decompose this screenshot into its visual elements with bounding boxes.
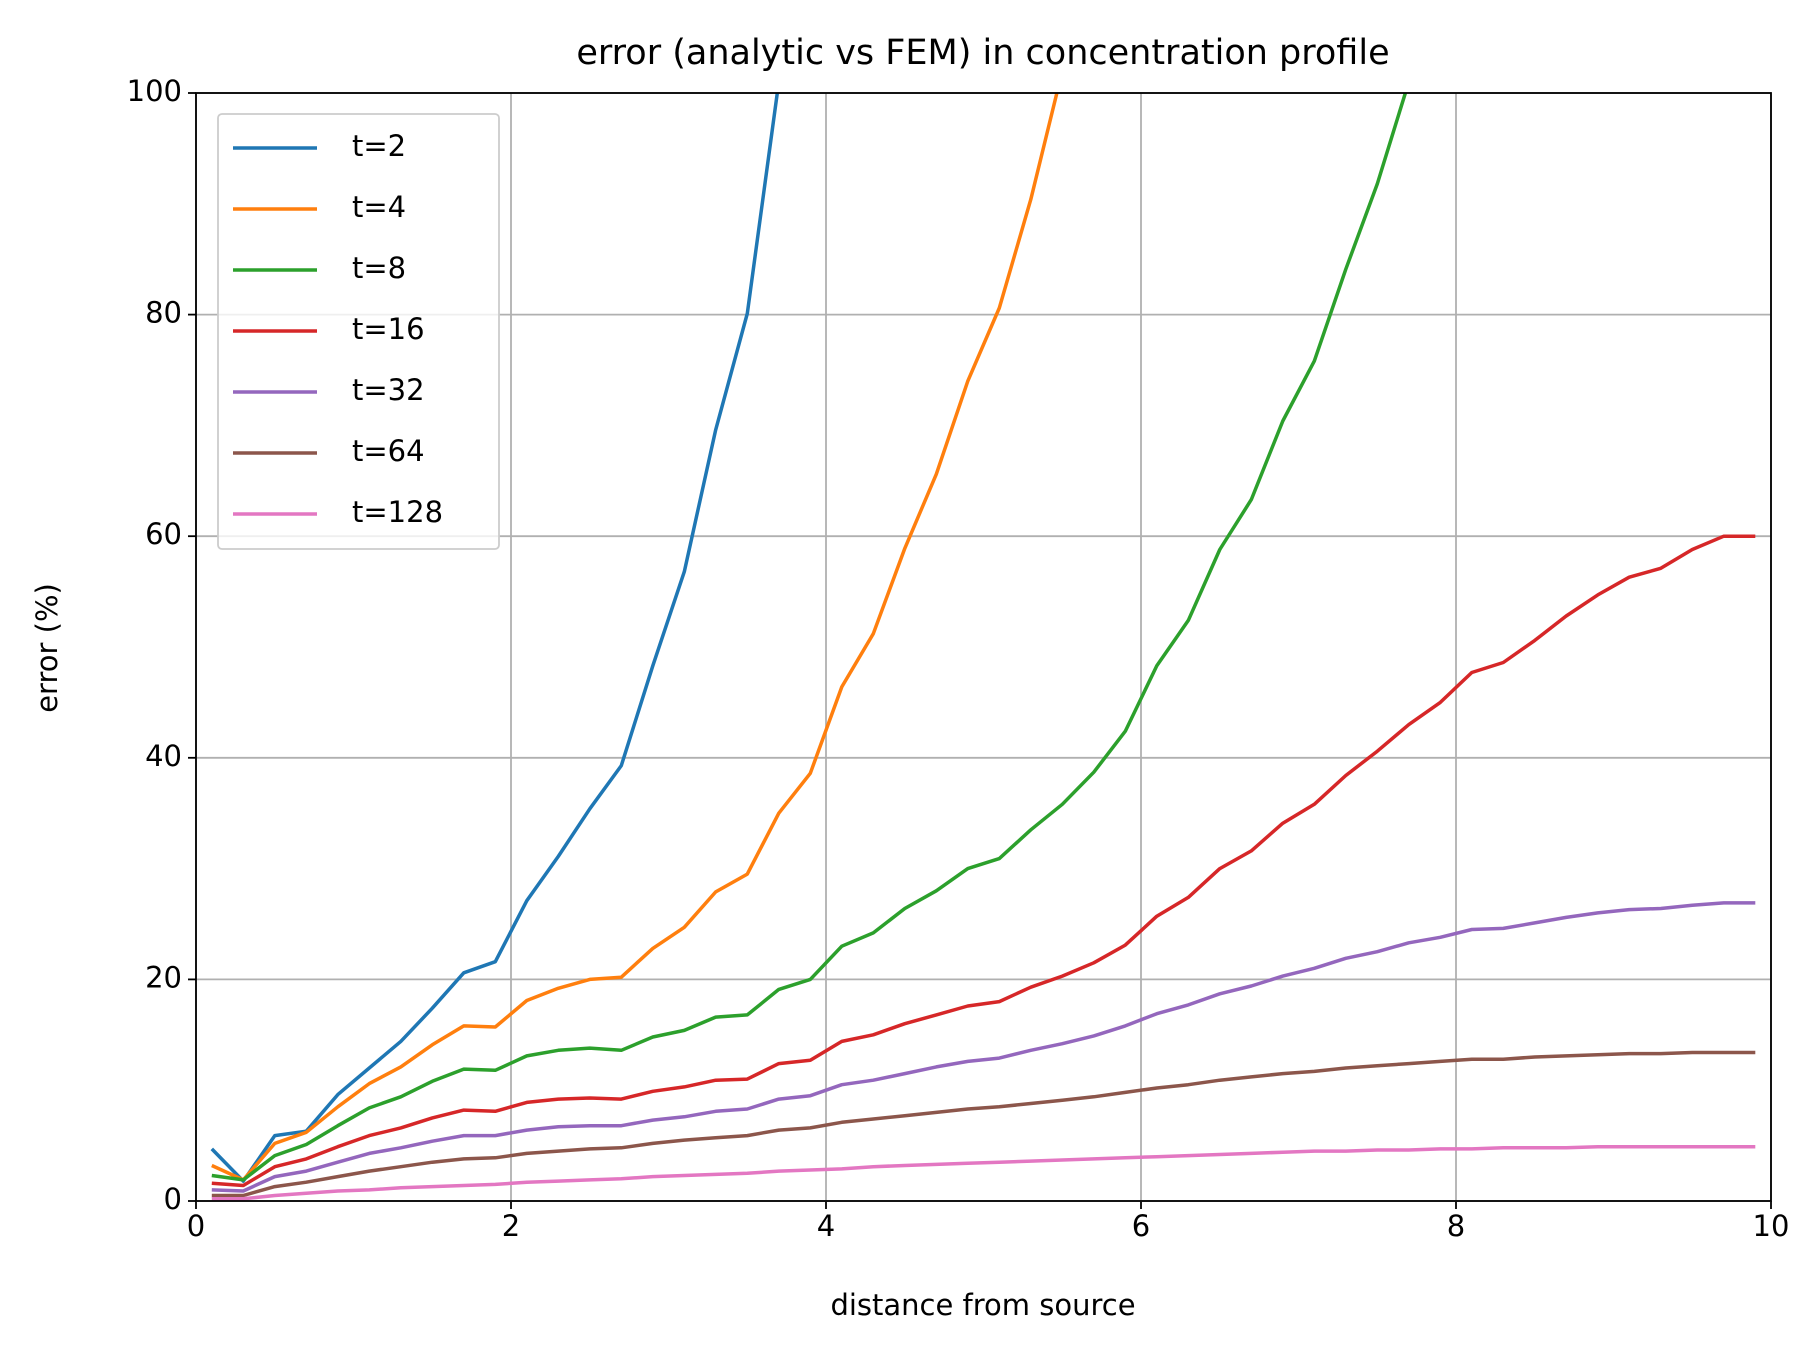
x-tick-label: 10 <box>1753 1209 1790 1243</box>
series-line <box>211 1144 1756 1201</box>
legend-label: t=128 <box>352 495 443 529</box>
legend-label: t=16 <box>352 312 425 346</box>
x-tick-label: 8 <box>1447 1209 1465 1243</box>
legend-box <box>217 113 500 550</box>
y-tick-label: 100 <box>127 74 182 108</box>
plot-frame <box>195 92 1772 1202</box>
legend-label: t=8 <box>352 251 406 285</box>
series-line <box>211 534 1756 1188</box>
y-tick-label: 40 <box>145 739 182 773</box>
legend-label: t=32 <box>352 373 425 407</box>
series-line <box>211 901 1756 1193</box>
y-tick-label: 0 <box>164 1182 182 1216</box>
legend-label: t=64 <box>352 434 425 468</box>
x-tick-label: 2 <box>502 1209 520 1243</box>
y-tick-label: 60 <box>145 517 182 551</box>
plot-lines <box>210 93 1756 1201</box>
series-line <box>211 93 1059 1182</box>
legend-label: t=2 <box>352 129 406 163</box>
y-axis-label: error (%) <box>30 583 64 713</box>
y-tick-label: 80 <box>145 296 182 330</box>
x-tick-label: 0 <box>187 1209 205 1243</box>
x-tick-label: 6 <box>1132 1209 1150 1243</box>
x-axis-label: distance from source <box>830 1288 1135 1322</box>
chart-title: error (analytic vs FEM) in concentration… <box>576 33 1389 73</box>
series-line <box>211 93 1408 1182</box>
y-tick-label: 20 <box>145 960 182 994</box>
series-line <box>211 1050 1756 1198</box>
legend-label: t=4 <box>352 190 406 224</box>
x-tick-label: 4 <box>817 1209 835 1243</box>
